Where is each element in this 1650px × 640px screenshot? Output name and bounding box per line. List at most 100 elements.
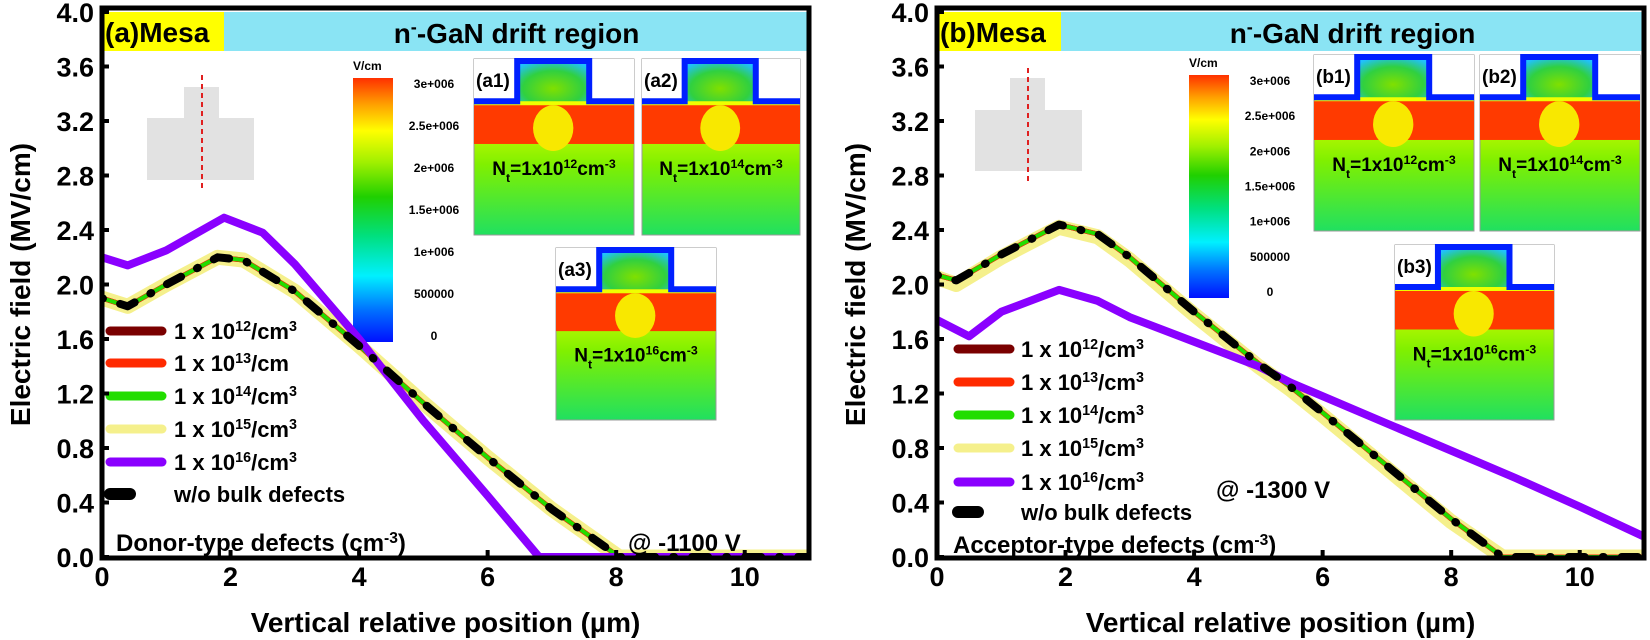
inset-label: (b1): [1316, 67, 1351, 88]
series-line-no-defects: [937, 220, 1644, 557]
legend-label: w/o bulk defects: [1020, 500, 1192, 525]
annotation-close: ): [398, 530, 406, 557]
legend-unit-exponent: 3: [289, 450, 297, 466]
inset-mesa: [599, 248, 672, 290]
annotation-exponent: -3: [1254, 532, 1268, 549]
legend-exponent: 15: [235, 417, 251, 433]
nt-unit-exponent: -3: [687, 344, 698, 358]
inset-void-right: [1595, 55, 1640, 98]
header-mesa-label: (a)Mesa: [105, 17, 210, 48]
nt-subscript: t: [1512, 167, 1516, 181]
legend-unit: /cm: [1098, 403, 1136, 428]
inset-label: (a3): [558, 260, 592, 281]
legend-exponent: 14: [235, 384, 251, 400]
nt-subscript: t: [588, 358, 592, 372]
x-tick-label: 10: [1565, 562, 1595, 592]
legend-base: 1 x 10: [1021, 403, 1082, 428]
legend-label: 1 x 1014/cm3: [1021, 403, 1144, 428]
inset-trap-density: Nt=1x1016cm-3: [1413, 343, 1537, 371]
x-axis-title: Vertical relative position (µm): [1086, 607, 1476, 638]
inset-void-right: [755, 59, 800, 102]
inset-dielectric: [1314, 54, 1474, 101]
nt-unit: cm: [577, 159, 604, 180]
y-tick-label: 2.4: [891, 216, 929, 246]
colorbar-tick-label: 500000: [414, 287, 454, 301]
legend-unit: /cm: [1098, 470, 1136, 495]
y-tick-label: 1.6: [891, 325, 929, 355]
colorbar-unit: V/cm: [1189, 56, 1218, 70]
nt-subscript: t: [1427, 357, 1431, 371]
legend-base: w/o bulk defects: [1020, 500, 1192, 525]
mesa-label: Mesa: [976, 17, 1046, 48]
inset-mesa: [517, 59, 590, 102]
legend-unit-exponent: 3: [1136, 370, 1144, 386]
colorbar-tick-label: 1e+006: [414, 245, 455, 259]
inset-label: (a1): [476, 71, 510, 92]
drift-sup: -: [411, 17, 417, 37]
defect-type-annotation: Donor-type defects (cm-3): [116, 530, 406, 558]
nt-unit: cm: [659, 346, 686, 367]
nt-value: =1x10: [677, 159, 730, 180]
nt-unit: cm: [1417, 155, 1444, 176]
y-tick-label: 2.8: [891, 162, 929, 192]
x-tick-label: 0: [94, 562, 109, 592]
legend-unit-exponent: 3: [1136, 470, 1144, 486]
y-tick-label: 2.8: [56, 162, 94, 192]
x-axis-title: Vertical relative position (µm): [251, 607, 641, 638]
series-group: [102, 213, 809, 557]
legend-unit: /cm: [251, 351, 289, 376]
legend-base: 1 x 10: [174, 351, 235, 376]
legend-base: 1 x 10: [1021, 470, 1082, 495]
y-tick-label: 1.2: [891, 380, 929, 410]
defect-type-annotation: Acceptor-type defects (cm-3): [953, 532, 1276, 560]
header-drift-label: n--GaN drift region: [1230, 17, 1476, 49]
colorbar-tick-label: 1.5e+006: [1245, 180, 1296, 194]
inset-dielectric: [474, 58, 634, 105]
y-tick-label: 3.2: [56, 107, 94, 137]
inset-center-lobe: [1453, 291, 1494, 337]
inset-trap-density: Nt=1x1016cm-3: [574, 344, 698, 372]
annotation-text: Acceptor-type defects (cm: [953, 532, 1254, 559]
legend-exponent: 16: [235, 450, 251, 466]
legend-exponent: 16: [1082, 470, 1098, 486]
legend-unit: /cm: [251, 417, 289, 442]
legend-label: 1 x 1016/cm3: [1021, 470, 1144, 495]
nt-unit-exponent: -3: [1611, 153, 1622, 167]
panel-b: (b)Mesa n--GaN drift region V/cm 3e+006 2.5e…: [840, 0, 1647, 638]
inset-center-lobe: [533, 105, 574, 151]
legend-unit: /cm: [1098, 337, 1136, 362]
inset-a1: (a1) Nt=1x1012cm-3: [473, 58, 635, 236]
colorbar-tick-label: 500000: [1250, 250, 1290, 264]
y-tick-label: 0.4: [891, 489, 929, 519]
nt-symbol: N: [492, 159, 506, 180]
nt-value: =1x10: [1516, 155, 1569, 176]
inset-label: (b2): [1482, 67, 1517, 88]
inset-center-lobe: [1373, 101, 1414, 147]
colorbar-tick-label: 2e+006: [414, 161, 455, 175]
drift-region-bar: [1061, 12, 1644, 51]
inset-mesa: [1357, 55, 1430, 98]
legend-unit-exponent: 3: [1136, 403, 1144, 419]
x-tick-label: 4: [1187, 562, 1202, 592]
y-axis-title: Electric field (MV/cm): [5, 143, 36, 426]
nt-symbol: N: [1332, 155, 1346, 176]
legend-exponent: 13: [1082, 370, 1098, 386]
panel-a: (a)Mesa n--GaN drift region V/cm 3e+006 2.5e…: [5, 0, 812, 638]
inset-void-right: [589, 59, 634, 102]
x-tick-label: 0: [929, 562, 944, 592]
colorbar-tick-label: 2e+006: [1250, 144, 1291, 158]
y-tick-label: 0.8: [56, 434, 94, 464]
nt-symbol: N: [1498, 155, 1512, 176]
nt-symbol: N: [659, 159, 673, 180]
colorbar: [353, 78, 393, 342]
colorbar-tick-label: 1e+006: [1250, 215, 1291, 229]
nt-subscript: t: [1346, 167, 1350, 181]
y-tick-label: 2.0: [891, 271, 929, 301]
legend-label: 1 x 1012/cm3: [1021, 337, 1144, 362]
legend-exponent: 14: [1082, 403, 1098, 419]
legend-label: 1 x 1016/cm3: [174, 450, 297, 475]
mesa-region-bar: [102, 12, 224, 51]
inset-dielectric: [1480, 54, 1640, 101]
mesa-schematic-base: [147, 118, 254, 180]
